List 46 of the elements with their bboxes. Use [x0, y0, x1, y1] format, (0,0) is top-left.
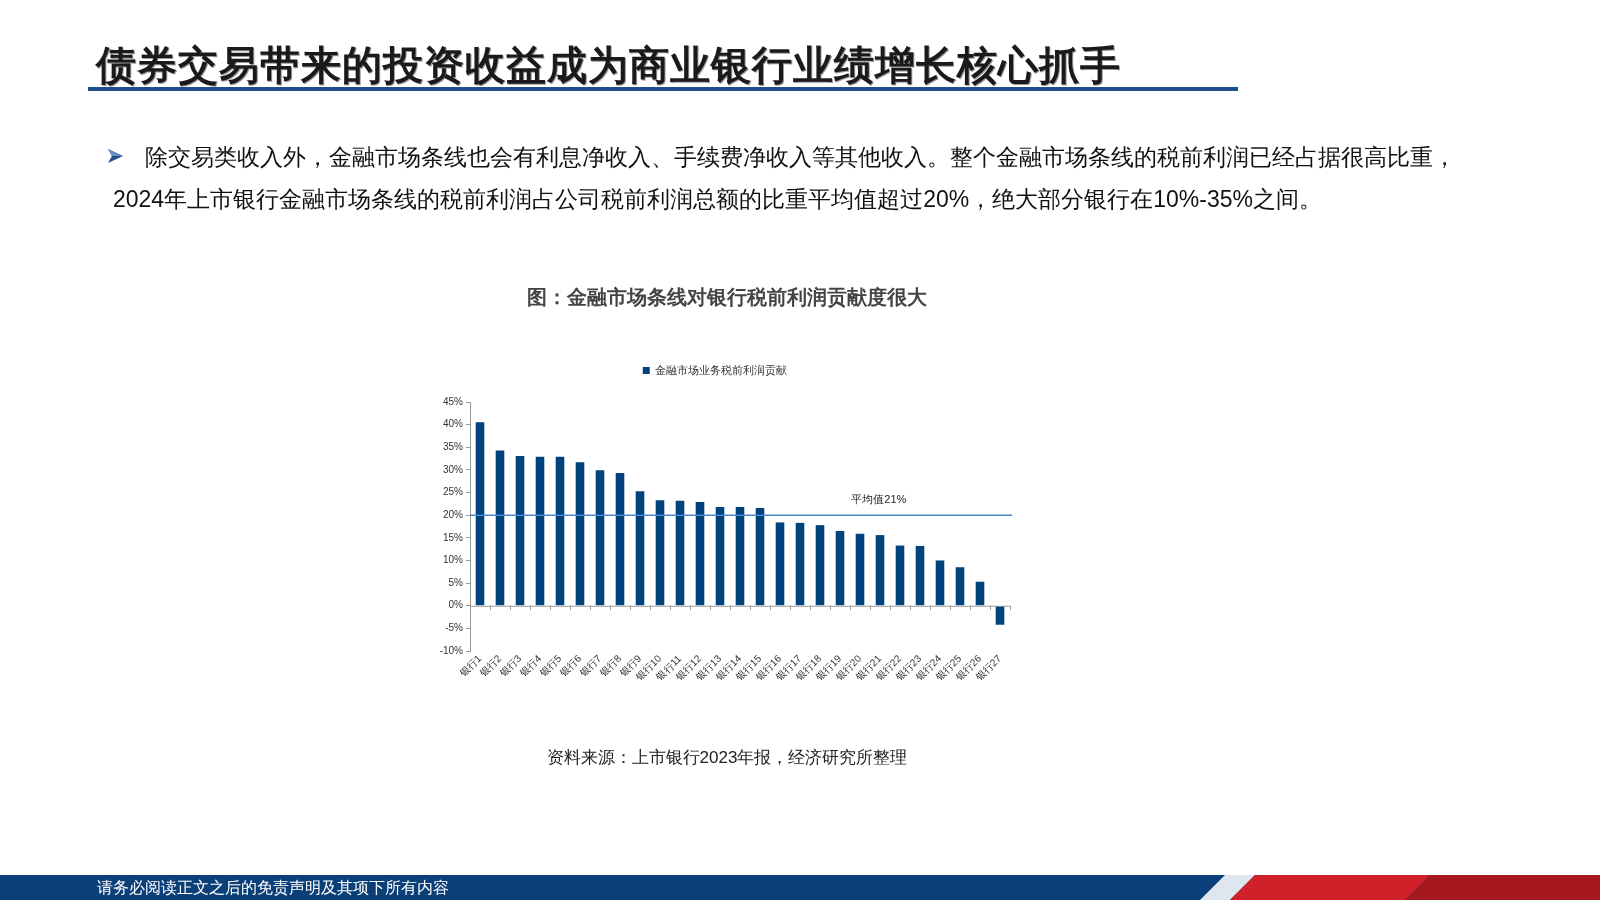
y-tick-label: -5%	[445, 622, 464, 634]
ref-line-label: 平均值21%	[851, 492, 907, 505]
y-tick-label: 35%	[442, 441, 464, 453]
bar	[795, 522, 805, 606]
bar	[855, 533, 865, 606]
chart-title: 债券交易带来的投资收益成为商业银行业绩增长核心抓手	[96, 42, 1121, 89]
bar	[775, 522, 785, 606]
y-tick-label: 10%	[442, 554, 464, 566]
text: 资料来源：上市银行2023年报，经济研究所整理	[545, 747, 909, 769]
bar	[535, 456, 545, 606]
bar	[515, 455, 525, 606]
bar	[615, 473, 625, 606]
bar	[655, 500, 665, 606]
text: 除交易类收入外，金融市场条线也会有利息净收入、手续费净收入等其他收入。整个金融市场条线的税前利润已经占据很高比重，2024年上市银行金融市场条线的税前利润占公司税前利润总额的比重平均值超过20%，绝大部分银行在10%-35%之间。	[113, 143, 1457, 214]
bar	[555, 456, 565, 606]
bar	[875, 535, 885, 606]
y-tick-label: 20%	[442, 508, 464, 520]
bar	[755, 507, 765, 606]
bar	[715, 507, 725, 606]
y-tick-label: 15%	[442, 531, 464, 543]
y-tick-label: 5%	[448, 576, 464, 588]
bar	[695, 502, 705, 606]
bar	[995, 606, 1005, 625]
chart-subtitle: 图：金融市场条线对银行税前利润贡献度很大	[526, 285, 928, 310]
bar	[575, 462, 585, 606]
y-tick-label: 30%	[442, 463, 464, 475]
legend-label: 金融市场业务税前利润贡献	[655, 363, 788, 377]
bar	[935, 560, 945, 606]
y-tick-label: 0%	[448, 599, 464, 611]
y-tick-label: 45%	[442, 395, 464, 407]
bar	[635, 491, 645, 606]
y-tick-label: -10%	[439, 644, 464, 656]
bar	[495, 450, 505, 606]
bar	[835, 531, 845, 606]
text: 请务必阅读正文之后的免责声明及其项下所有内容	[97, 878, 449, 898]
bar	[975, 581, 985, 606]
bar	[955, 567, 965, 606]
y-tick-label: 40%	[442, 418, 464, 430]
bar	[735, 507, 745, 606]
bar	[475, 422, 485, 606]
y-tick-label: 25%	[442, 486, 464, 498]
bar	[815, 525, 825, 606]
bar	[675, 500, 685, 606]
bar	[595, 470, 605, 606]
bar	[915, 545, 925, 606]
bar	[895, 545, 905, 606]
